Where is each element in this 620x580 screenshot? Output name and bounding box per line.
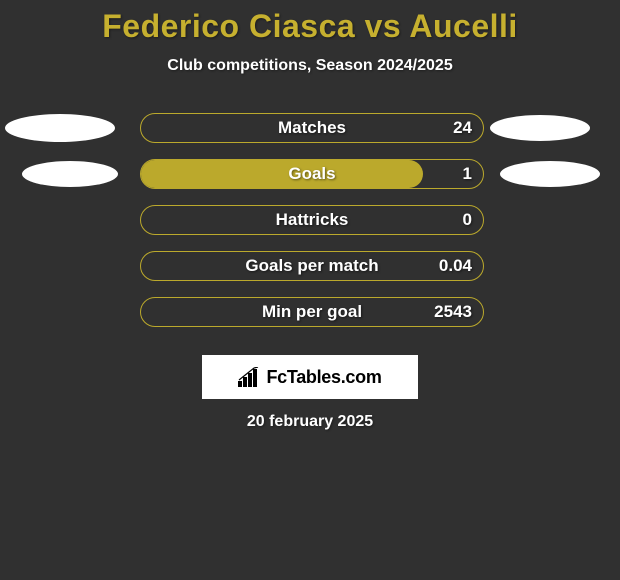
stat-row: Min per goal2543 [0, 297, 620, 343]
stat-row-inner: Matches24 [0, 113, 620, 143]
stat-bar-track [140, 297, 484, 327]
bars-icon [238, 367, 262, 387]
avatar-shape [490, 115, 590, 141]
stat-row-inner: Goals per match0.04 [0, 251, 620, 281]
stats-block: Matches24 Goals1 Hattricks0 Goals per match… [0, 113, 620, 343]
source-logo-text: FcTables.com [266, 367, 381, 388]
stat-row-inner: Goals1 [0, 159, 620, 189]
stat-bar-track [140, 205, 484, 235]
source-logo: FcTables.com [238, 367, 381, 388]
avatar-shape [5, 114, 115, 142]
stat-bar-track [140, 113, 484, 143]
stat-row: Hattricks0 [0, 205, 620, 251]
date-text: 20 february 2025 [0, 413, 620, 431]
avatar-shape [500, 161, 600, 187]
source-logo-box: FcTables.com [202, 355, 418, 399]
stat-bar-fill [141, 160, 423, 188]
stat-row-inner: Hattricks0 [0, 205, 620, 235]
stat-bar-track [140, 251, 484, 281]
stat-row: Goals per match0.04 [0, 251, 620, 297]
stat-row-inner: Min per goal2543 [0, 297, 620, 327]
avatar-shape [22, 161, 118, 187]
page-title: Federico Ciasca vs Aucelli [0, 0, 620, 45]
stat-row: Matches24 [0, 113, 620, 159]
comparison-infographic: Federico Ciasca vs Aucelli Club competit… [0, 0, 620, 580]
subtitle: Club competitions, Season 2024/2025 [0, 57, 620, 75]
stat-row: Goals1 [0, 159, 620, 205]
